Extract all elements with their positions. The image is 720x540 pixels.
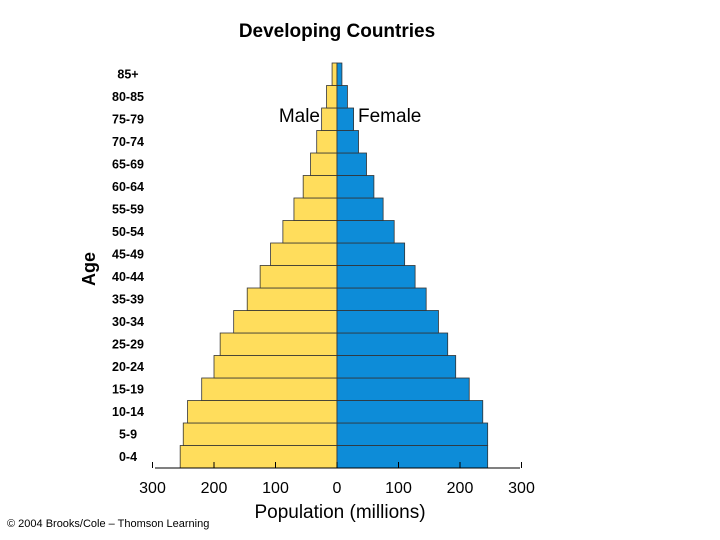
bars-group	[179, 62, 489, 469]
female-bar-50-54	[336, 220, 395, 244]
legend-male-label: Male	[279, 106, 320, 127]
age-label-40-44: 40-44	[112, 270, 144, 284]
male-bar-10-14	[187, 400, 338, 424]
x-tick-label-5: 200	[447, 480, 474, 497]
male-bar-45-49	[270, 242, 338, 266]
age-label-70-74: 70-74	[112, 135, 144, 149]
age-label-10-14: 10-14	[112, 405, 144, 419]
age-labels-group: 0-4 5-9 10-14 15-19 20-24 25-29 30-34 35-39 40-4…	[112, 67, 144, 464]
age-label-5-9: 5-9	[119, 427, 137, 441]
age-label-65-69: 65-69	[112, 157, 144, 171]
female-bar-20-24	[336, 355, 457, 379]
age-label-0-4: 0-4	[119, 450, 137, 464]
x-ticks-group	[152, 462, 522, 468]
age-label-50-54: 50-54	[112, 225, 144, 239]
x-tick-label-0: 300	[139, 480, 166, 497]
legend-female-label: Female	[358, 106, 421, 127]
age-label-55-59: 55-59	[112, 202, 144, 216]
female-bar-75-79	[336, 107, 355, 131]
male-bar-25-29	[219, 332, 338, 356]
x-tick-label-1: 200	[201, 480, 228, 497]
male-bar-5-9	[182, 422, 338, 446]
female-bar-40-44	[336, 265, 416, 289]
female-bar-35-39	[336, 287, 427, 311]
x-tick-label-4: 100	[385, 480, 412, 497]
male-bar-80-85	[326, 85, 338, 109]
age-label-60-64: 60-64	[112, 180, 144, 194]
female-bar-70-74	[336, 130, 359, 154]
female-bar-55-59	[336, 197, 384, 221]
x-tick-label-3: 0	[333, 480, 342, 497]
female-bar-85+	[336, 62, 343, 86]
x-axis-title: Population (millions)	[254, 502, 425, 523]
copyright-notice: © 2004 Brooks/Cole – Thomson Learning	[7, 518, 210, 530]
y-axis-title: Age	[79, 252, 99, 286]
male-bar-70-74	[316, 130, 338, 154]
male-bar-0-4	[179, 445, 338, 469]
male-bar-50-54	[282, 220, 338, 244]
female-bar-0-4	[336, 445, 489, 469]
female-bar-45-49	[336, 242, 406, 266]
male-bar-40-44	[259, 265, 338, 289]
female-bar-65-69	[336, 152, 367, 176]
age-label-75-79: 75-79	[112, 112, 144, 126]
age-label-25-29: 25-29	[112, 337, 144, 351]
male-bar-85+	[331, 62, 338, 86]
female-bar-25-29	[336, 332, 449, 356]
female-bar-30-34	[336, 310, 439, 334]
male-bar-75-79	[321, 107, 338, 131]
male-bar-60-64	[302, 175, 338, 199]
male-bar-30-34	[233, 310, 338, 334]
age-label-80-85: 80-85	[112, 90, 144, 104]
male-bar-55-59	[293, 197, 338, 221]
female-bar-5-9	[336, 422, 489, 446]
x-tick-label-6: 300	[508, 480, 535, 497]
age-label-85+: 85+	[117, 67, 138, 81]
chart-title: Developing Countries	[239, 21, 435, 42]
male-bar-15-19	[201, 377, 338, 401]
male-bar-35-39	[246, 287, 338, 311]
female-bar-10-14	[336, 400, 484, 424]
age-label-15-19: 15-19	[112, 382, 144, 396]
x-tick-label-2: 100	[262, 480, 289, 497]
female-bar-80-85	[336, 85, 348, 109]
female-bar-15-19	[336, 377, 470, 401]
age-label-30-34: 30-34	[112, 315, 144, 329]
male-bar-65-69	[310, 152, 338, 176]
age-label-20-24: 20-24	[112, 360, 144, 374]
x-tick-labels-group: 300 200 100 0 100 200 300	[139, 480, 535, 497]
female-bar-60-64	[336, 175, 375, 199]
age-label-35-39: 35-39	[112, 292, 144, 306]
age-label-45-49: 45-49	[112, 247, 144, 261]
male-bar-20-24	[213, 355, 338, 379]
